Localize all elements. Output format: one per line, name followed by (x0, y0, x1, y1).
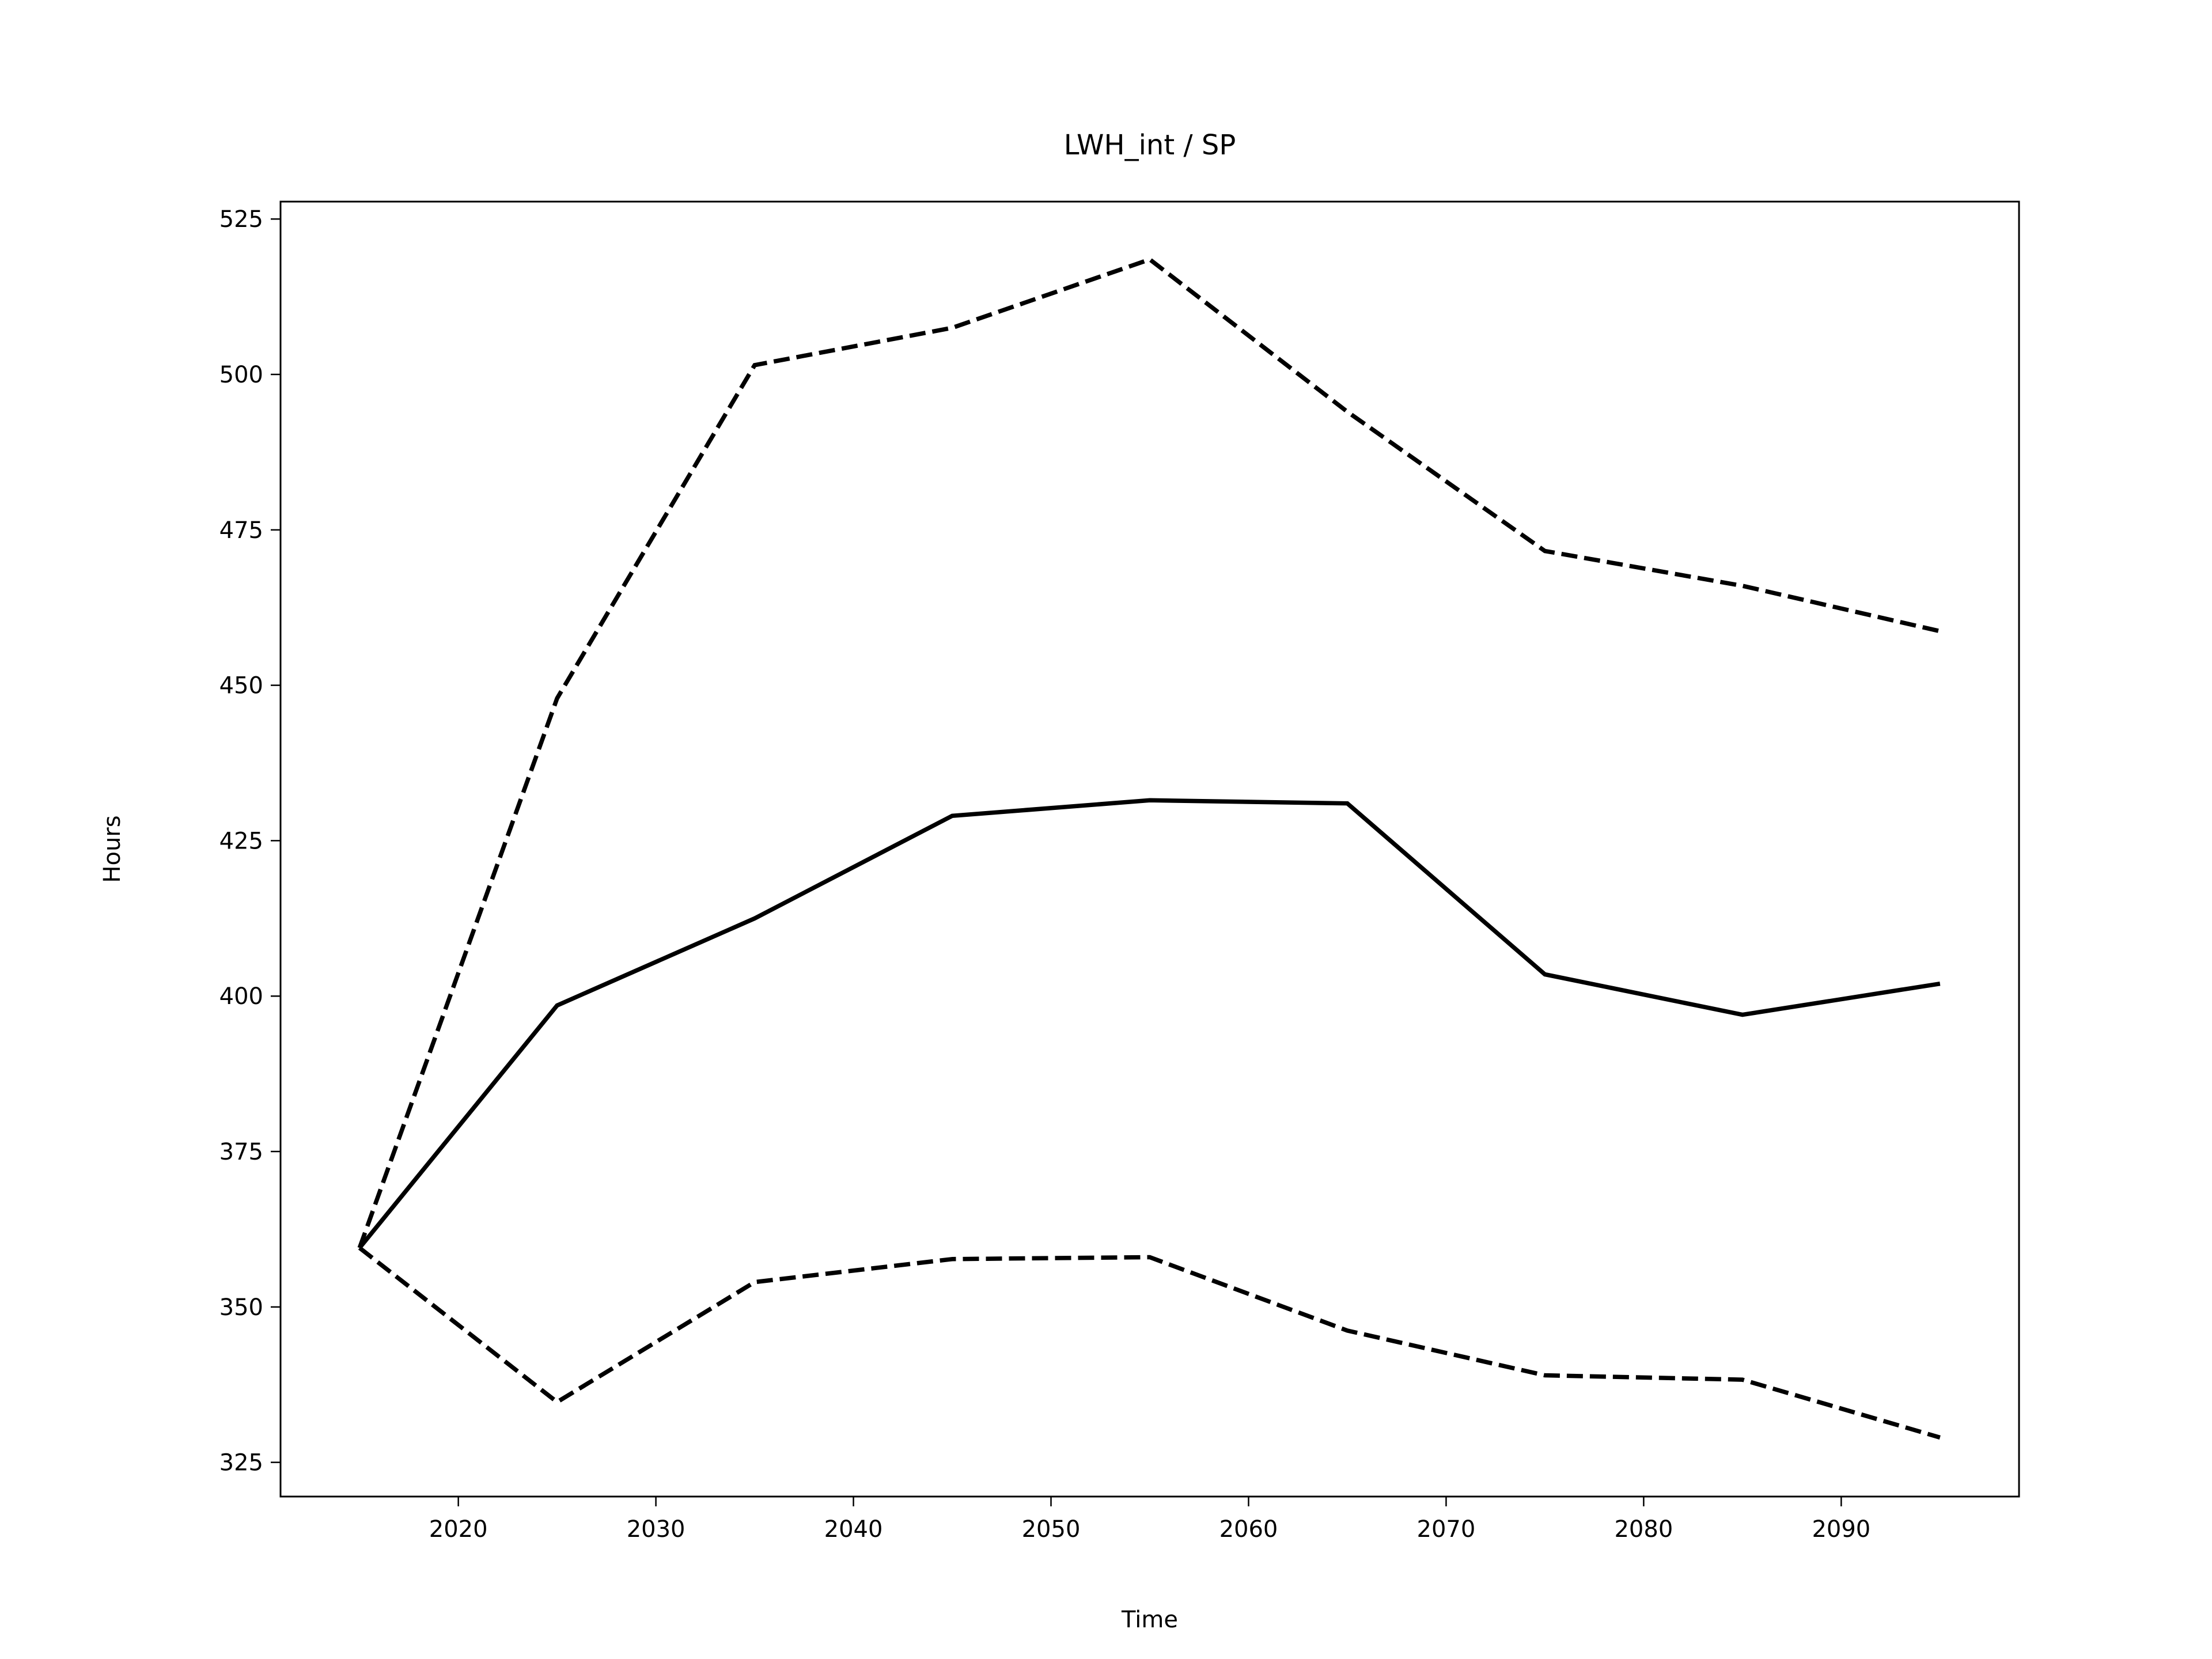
y-tick-label: 475 (219, 517, 263, 544)
y-tick-label: 350 (219, 1294, 263, 1321)
chart-title: LWH_int / SP (1064, 129, 1236, 161)
y-tick-label: 500 (219, 362, 263, 388)
x-tick-label: 2020 (429, 1516, 488, 1543)
x-tick-label: 2090 (1812, 1516, 1870, 1543)
x-tick-label: 2070 (1417, 1516, 1476, 1543)
line-series (357, 257, 1941, 1249)
y-axis-label: Hours (99, 815, 126, 882)
x-tick-label: 2080 (1614, 1516, 1673, 1543)
plot-frame (279, 200, 2020, 1498)
line-series (358, 1246, 1941, 1440)
x-tick-label: 2060 (1219, 1516, 1278, 1543)
line-series (358, 798, 1941, 1249)
y-tick-label: 450 (219, 673, 263, 699)
x-axis-label: Time (1121, 1607, 1178, 1633)
y-tick-label: 325 (219, 1450, 263, 1476)
x-tick-label: 2030 (627, 1516, 685, 1543)
x-tick-label: 2040 (824, 1516, 883, 1543)
y-tick-label: 425 (219, 828, 263, 854)
y-tick-label: 525 (219, 206, 263, 233)
x-tick-label: 2050 (1022, 1516, 1081, 1543)
y-tick-label: 375 (219, 1139, 263, 1165)
y-tick-label: 400 (219, 983, 263, 1010)
